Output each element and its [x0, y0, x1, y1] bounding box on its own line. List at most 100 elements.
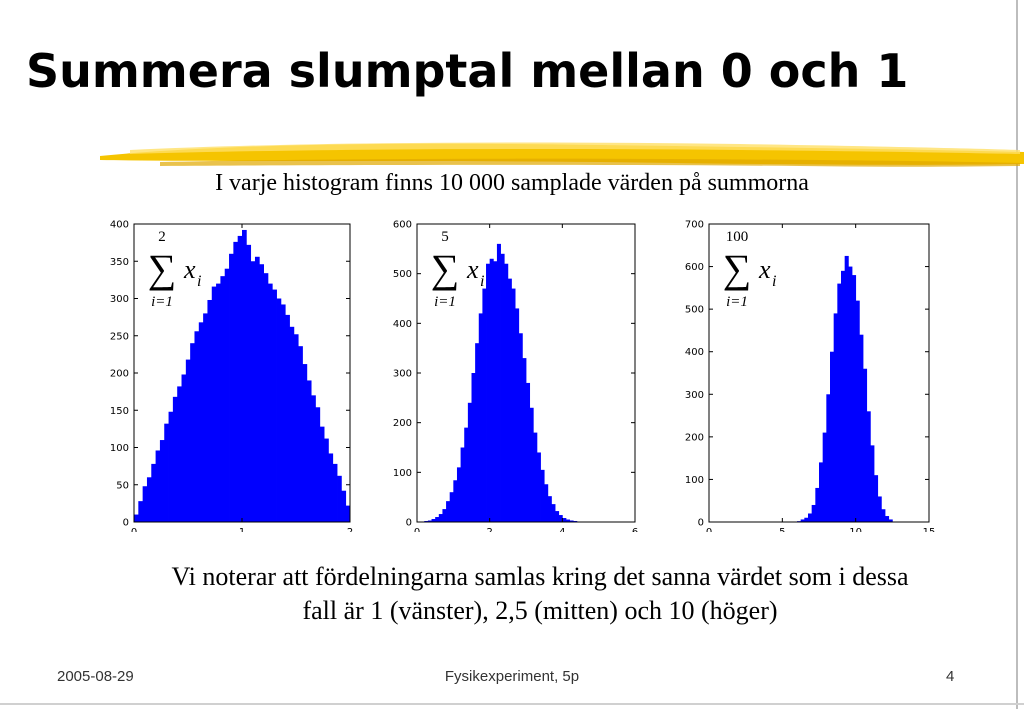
histogram-bar — [562, 518, 567, 522]
histogram-bar — [285, 314, 290, 522]
histogram-bar — [306, 380, 312, 522]
y-tick-label: 350 — [110, 257, 129, 268]
formula-sigma: ∑ — [723, 246, 752, 291]
histogram-bar — [551, 504, 556, 522]
slide-bottom-border — [0, 703, 1024, 705]
histogram-bar — [319, 426, 325, 522]
histogram-bar — [855, 300, 860, 522]
x-tick-label: 0 — [414, 527, 420, 532]
title-underline-brush — [100, 142, 1024, 167]
histogram-sum-5: 0 100 200 300 400 500 600 0 2 4 6 5∑xi i=1 — [393, 220, 638, 533]
histogram-bar — [504, 263, 509, 522]
x-tick-label: 10 — [849, 527, 862, 532]
histogram-bar — [442, 509, 447, 522]
histogram-bar — [302, 364, 308, 522]
histogram-bar — [874, 475, 879, 522]
footer-course: Fysikexperiment, 5p — [444, 668, 580, 685]
histogram-bar — [190, 343, 195, 522]
histogram-bar — [216, 283, 221, 522]
histogram-bar — [515, 308, 520, 522]
summation-formula: 5∑ x i i=1 — [431, 229, 485, 310]
histogram-bar — [881, 509, 886, 522]
histogram-bar — [811, 504, 816, 522]
formula-variable: x — [758, 255, 771, 284]
histogram-bar — [540, 469, 545, 522]
histogram-bar — [159, 440, 165, 522]
formula-subscript: i — [197, 273, 201, 290]
histogram-bar — [172, 396, 178, 522]
histogram-bar — [168, 411, 174, 522]
histogram-bar — [446, 501, 451, 522]
histogram-bar — [138, 501, 144, 522]
histogram-sum-2: 0501001502002503003504000122∑xii=1 — [110, 220, 353, 533]
histogram-bar — [808, 513, 813, 522]
histogram-bar — [155, 450, 161, 522]
x-tick-label: 0 — [131, 527, 137, 532]
formula-variable: x — [466, 255, 479, 284]
histogram-bar — [565, 519, 570, 522]
histogram-bar — [311, 395, 316, 522]
histogram-bar — [203, 313, 208, 522]
histogram-bar — [337, 475, 342, 522]
histogram-bar — [866, 411, 871, 522]
histogram-bar — [830, 351, 835, 522]
histogram-bar — [341, 490, 347, 522]
histogram-bar — [207, 299, 213, 522]
histogram-bar — [844, 255, 849, 522]
histogram-bar — [522, 358, 527, 522]
histogram-bar — [229, 253, 234, 523]
histogram-bar — [250, 261, 256, 522]
histogram-bar — [478, 313, 483, 522]
histogram-bar — [518, 333, 523, 522]
histogram-bar — [151, 463, 156, 522]
formula-upper-limit: 5 — [441, 229, 449, 245]
histogram-bar — [328, 453, 334, 522]
y-tick-label: 300 — [110, 294, 129, 305]
y-tick-label: 0 — [406, 518, 412, 529]
histogram-bar — [177, 386, 182, 522]
formula-lower-limit: i=1 — [434, 294, 456, 310]
histogram-bar — [467, 402, 472, 522]
x-tick-label: 2 — [486, 527, 492, 532]
histogram-bar — [529, 407, 534, 522]
note-line-2: fall är 1 (vänster), 2,5 (mitten) och 10… — [302, 596, 778, 625]
histogram-bar — [859, 334, 864, 522]
histogram-bar — [511, 288, 516, 522]
histogram-bar — [280, 304, 286, 522]
histogram-bar — [833, 313, 838, 522]
histogram-bar — [877, 496, 882, 522]
formula-lower-limit: i=1 — [151, 294, 173, 310]
formula-sigma: ∑ — [148, 246, 177, 291]
formula-lower-limit: i=1 — [726, 294, 748, 310]
histogram-bar — [272, 289, 277, 522]
y-tick-label: 600 — [393, 220, 412, 231]
histogram-bar — [233, 241, 239, 522]
histogram-bar — [822, 432, 827, 522]
y-tick-label: 50 — [116, 480, 129, 491]
histogram-bar — [164, 423, 169, 522]
y-tick-label: 500 — [393, 269, 412, 280]
y-tick-label: 200 — [685, 432, 704, 443]
histogram-bar — [526, 382, 531, 522]
formula-subscript: i — [480, 273, 484, 290]
histogram-bar — [536, 452, 541, 522]
histogram-bar — [482, 288, 487, 522]
histogram-bar — [471, 373, 476, 522]
histogram-bar — [211, 286, 217, 522]
note-line-1: Vi noterar att fördelningarna samlas kri… — [171, 562, 909, 591]
histogram-bar — [289, 326, 295, 522]
plot-frame — [708, 223, 930, 523]
histogram-bar — [263, 273, 269, 522]
histogram-bar — [267, 283, 273, 522]
formula-upper-limit: 2 — [158, 229, 166, 245]
histogram-bar — [848, 266, 853, 522]
histogram-bar — [800, 519, 805, 522]
histogram-bar — [194, 331, 200, 522]
histogram-bar — [246, 244, 252, 523]
y-tick-label: 600 — [685, 262, 704, 273]
histogram-bar — [332, 463, 338, 522]
histogram-bar — [507, 278, 512, 522]
y-tick-label: 400 — [110, 220, 129, 231]
histogram-bar — [475, 343, 480, 522]
histogram-bar — [242, 229, 247, 522]
